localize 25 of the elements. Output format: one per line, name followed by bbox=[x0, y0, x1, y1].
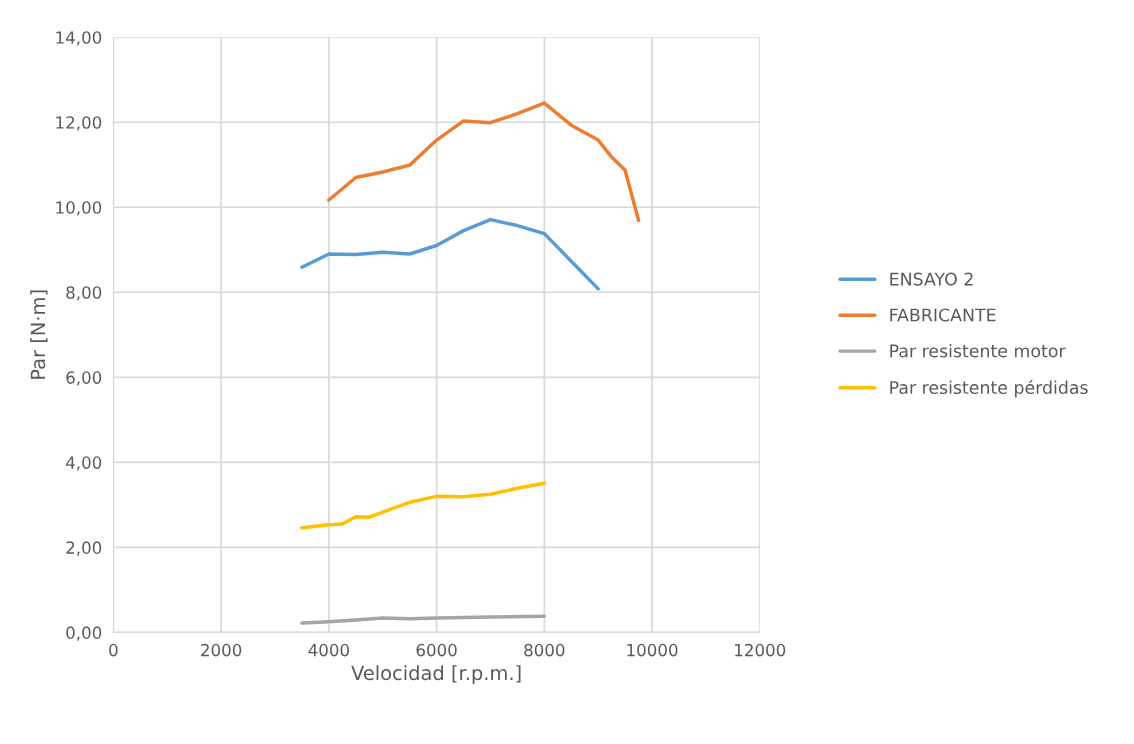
legend-label: Par resistente motor bbox=[890, 344, 1066, 358]
legend-label: FABRICANTE bbox=[890, 308, 996, 322]
y-axis-title: Par [N·m] bbox=[30, 290, 48, 379]
y-tick-label: 2,00 bbox=[66, 541, 102, 556]
y-tick-label: 4,00 bbox=[65, 456, 102, 471]
line-series bbox=[300, 481, 547, 530]
x-tick-label: 12000 bbox=[735, 643, 786, 657]
legend-label: Par resistente pérdidas bbox=[890, 379, 1088, 398]
x-tick-label: 4000 bbox=[308, 643, 349, 657]
y-tick-label: 6,00 bbox=[66, 371, 102, 386]
x-tick-label: 10000 bbox=[627, 643, 678, 657]
x-tick-label: 0 bbox=[109, 643, 118, 657]
x-axis-title: Velocidad [r.p.m.] bbox=[351, 665, 521, 685]
line-series bbox=[327, 101, 641, 223]
y-tick-label: 14,00 bbox=[56, 31, 102, 46]
y-tick-label: 8,00 bbox=[66, 286, 102, 301]
x-tick-label: 6000 bbox=[416, 643, 457, 657]
y-tick-label: 10,00 bbox=[56, 201, 102, 216]
legend-label: ENSAYO 2 bbox=[890, 272, 973, 286]
x-tick-label: 8000 bbox=[524, 643, 565, 657]
line-series bbox=[300, 614, 547, 625]
y-tick-label: 0,00 bbox=[66, 626, 102, 641]
y-tick-label: 12,00 bbox=[56, 116, 102, 131]
line-series bbox=[300, 217, 600, 291]
x-tick-label: 2000 bbox=[201, 643, 242, 657]
